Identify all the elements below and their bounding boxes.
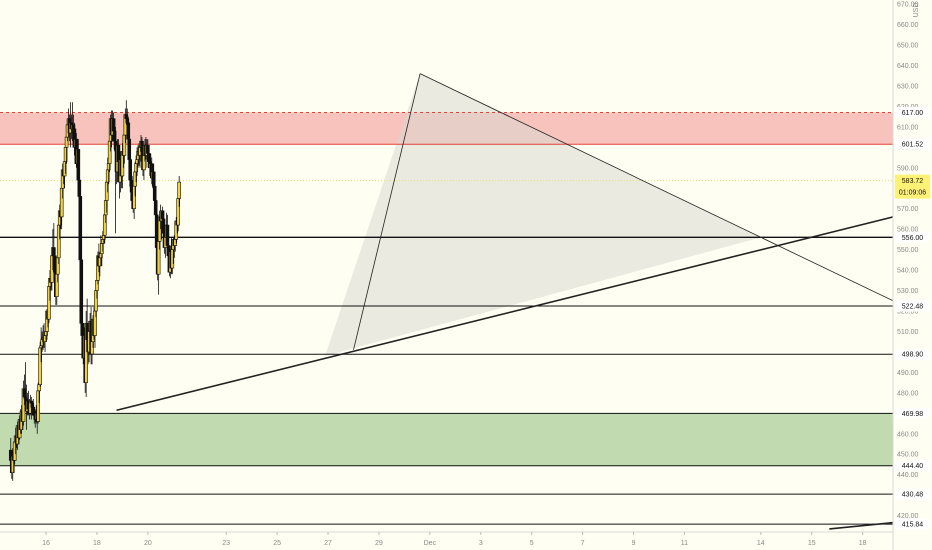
- price-label-444.40-text: 444.40: [902, 463, 924, 470]
- y-tick-label: 640.00: [897, 63, 919, 70]
- price-label-498.90-text: 498.90: [902, 352, 924, 359]
- y-tick-label: 570.00: [897, 206, 919, 213]
- candle-body: [177, 181, 181, 199]
- price-label-498.90-bg: [895, 348, 930, 360]
- price-label-522.48-bg: [895, 300, 930, 312]
- price-label-522.48-text: 522.48: [902, 303, 924, 310]
- price-label-556.00-bg: [895, 231, 930, 243]
- price-label-444.40[interactable]: 444.40: [895, 460, 930, 472]
- y-tick-label: 530.00: [897, 288, 919, 295]
- x-tick-label: 5: [530, 540, 534, 547]
- y-tick-label: 440.00: [897, 472, 919, 479]
- y-tick-label: 490.00: [897, 370, 919, 377]
- price-label-415.84-text: 415.84: [902, 522, 924, 529]
- price-label-415.84[interactable]: 415.84: [895, 518, 930, 530]
- y-tick-label: 590.00: [897, 165, 919, 172]
- trendline-2[interactable]: [419, 73, 894, 302]
- price-label-601.52-bg: [895, 138, 930, 150]
- candle[interactable]: [177, 175, 181, 207]
- x-tick-label: 18: [93, 540, 101, 547]
- price-label-601.52[interactable]: 601.52: [895, 138, 930, 150]
- price-label-469.98[interactable]: 469.98: [895, 407, 930, 419]
- price-label-430.48[interactable]: 430.48: [895, 488, 930, 500]
- x-tick-label: 18: [859, 540, 867, 547]
- price-label-617.00-bg: [895, 107, 930, 119]
- y-tick-label: 670.00: [897, 2, 919, 9]
- y-tick-label: 510.00: [897, 329, 919, 336]
- zone-1[interactable]: [0, 413, 893, 466]
- y-tick-label: 520.00: [897, 309, 919, 316]
- x-tick-label: 7: [581, 540, 585, 547]
- y-tick-label: 550.00: [897, 247, 919, 254]
- last-price-text: 583.72: [902, 178, 924, 185]
- trendline-1[interactable]: [353, 73, 421, 350]
- x-tick-label: 23: [222, 540, 230, 547]
- price-label-556.00-text: 556.00: [902, 235, 924, 242]
- x-tick-label: 11: [681, 540, 688, 547]
- y-tick-label: 630.00: [897, 83, 919, 90]
- price-label-430.48-bg: [895, 488, 930, 500]
- price-label-469.98-bg: [895, 407, 930, 419]
- price-label-469.98-text: 469.98: [902, 411, 924, 418]
- price-label-498.90[interactable]: 498.90: [895, 348, 930, 360]
- price-label-430.48-text: 430.48: [902, 492, 924, 499]
- x-tick-label: 29: [375, 540, 383, 547]
- y-tick-label: 560.00: [897, 227, 919, 234]
- currency-label: USD: [913, 3, 920, 18]
- trendline-0[interactable]: [116, 216, 894, 412]
- price-label-415.84-bg: [895, 518, 930, 530]
- x-tick-label: 9: [632, 540, 636, 547]
- x-tick-label: 25: [273, 540, 281, 547]
- x-tick-label: 16: [42, 540, 50, 547]
- price-label-444.40-bg: [895, 460, 930, 472]
- x-tick-label: 15: [808, 540, 816, 547]
- last-price-bg: [895, 174, 930, 199]
- y-tick-label: 610.00: [897, 124, 919, 131]
- y-tick-label: 460.00: [897, 431, 919, 438]
- price-label-601.52-text: 601.52: [902, 142, 924, 149]
- x-tick-label: 14: [757, 540, 765, 547]
- price-axis[interactable]: [893, 0, 932, 550]
- last-price-badge[interactable]: 583.72 01:09:06: [895, 174, 930, 199]
- price-label-617.00[interactable]: 617.00: [895, 107, 930, 119]
- candle-body: [78, 196, 83, 261]
- x-tick-label: Dec: [424, 540, 437, 547]
- y-tick-label: 650.00: [897, 43, 919, 50]
- countdown-text: 01:09:06: [899, 190, 926, 197]
- y-tick-label: 420.00: [897, 513, 919, 520]
- y-tick-label: 450.00: [897, 452, 919, 459]
- price-label-556.00[interactable]: 556.00: [895, 231, 930, 243]
- x-tick-label: 20: [144, 540, 152, 547]
- x-tick-label: 3: [479, 540, 483, 547]
- candle-body: [77, 179, 82, 197]
- y-tick-label: 660.00: [897, 22, 919, 29]
- time-axis[interactable]: [0, 532, 893, 550]
- x-tick-label: 27: [324, 540, 332, 547]
- trendline-3[interactable]: [829, 521, 894, 530]
- y-tick-label: 480.00: [897, 390, 919, 397]
- price-label-522.48[interactable]: 522.48: [895, 300, 930, 312]
- y-tick-label: 540.00: [897, 268, 919, 275]
- price-label-617.00-text: 617.00: [902, 110, 924, 117]
